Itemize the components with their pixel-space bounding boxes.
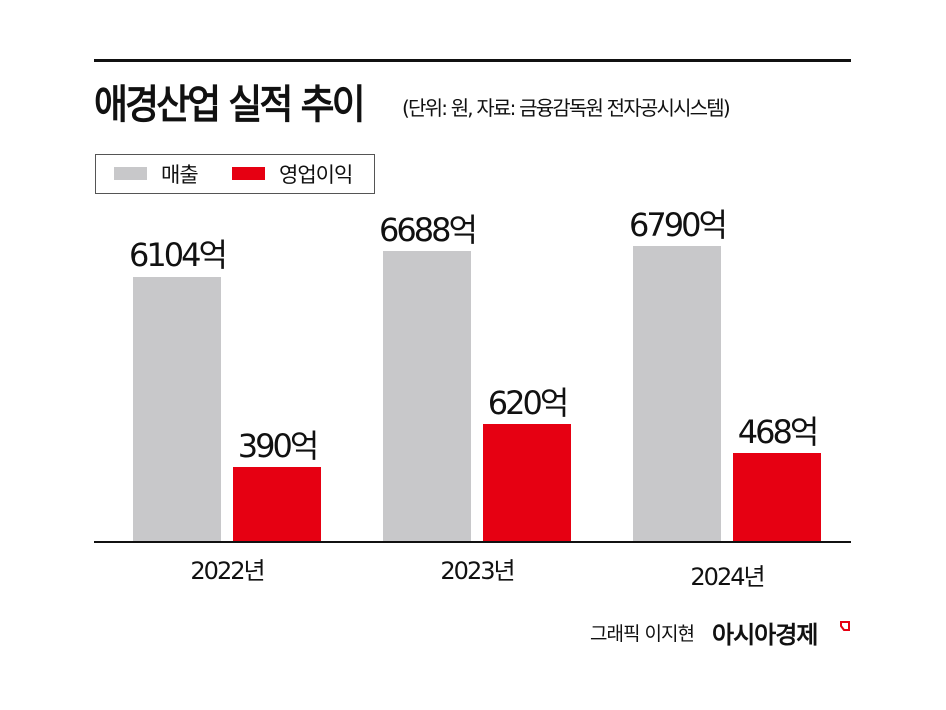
legend-swatch-profit <box>232 167 265 180</box>
bar-sales-2023 <box>383 251 471 541</box>
x-label-2024: 2024년 <box>690 563 765 591</box>
bar-value-sales-2024: 6790억 <box>629 206 728 244</box>
legend-swatch-sales <box>114 167 147 180</box>
legend: 매출 영업이익 <box>95 154 375 194</box>
bar-sales-2022 <box>133 277 221 541</box>
legend-label: 영업이익 <box>279 162 353 187</box>
x-label-2022: 2022년 <box>190 557 265 585</box>
bar-value-sales-2022: 6104억 <box>129 236 228 274</box>
top-rule <box>94 59 851 62</box>
legend-item-profit: 영업이익 <box>232 155 353 192</box>
bar-profit-2023 <box>483 424 571 541</box>
bar-profit-2022 <box>233 467 321 541</box>
bar-value-profit-2023: 620억 <box>487 384 570 422</box>
bar-sales-2024 <box>633 246 721 541</box>
legend-item-sales: 매출 <box>114 155 199 192</box>
chart-subtitle: (단위: 원, 자료: 금융감독원 전자공시시스템) <box>402 96 731 120</box>
x-axis-baseline <box>94 541 851 543</box>
bar-profit-2024 <box>733 453 821 541</box>
bar-value-sales-2023: 6688억 <box>379 211 478 249</box>
chart-title: 애경산업 실적 추이 <box>94 82 366 128</box>
bar-value-profit-2022: 390억 <box>237 427 320 465</box>
bar-value-profit-2024: 468억 <box>737 413 820 451</box>
brand-mark-icon <box>840 621 850 631</box>
brand-logo-text: 아시아경제 <box>712 621 818 649</box>
graphic-credit: 그래픽 이지현 <box>590 623 695 645</box>
x-label-2023: 2023년 <box>440 557 515 585</box>
legend-label: 매출 <box>161 162 199 187</box>
